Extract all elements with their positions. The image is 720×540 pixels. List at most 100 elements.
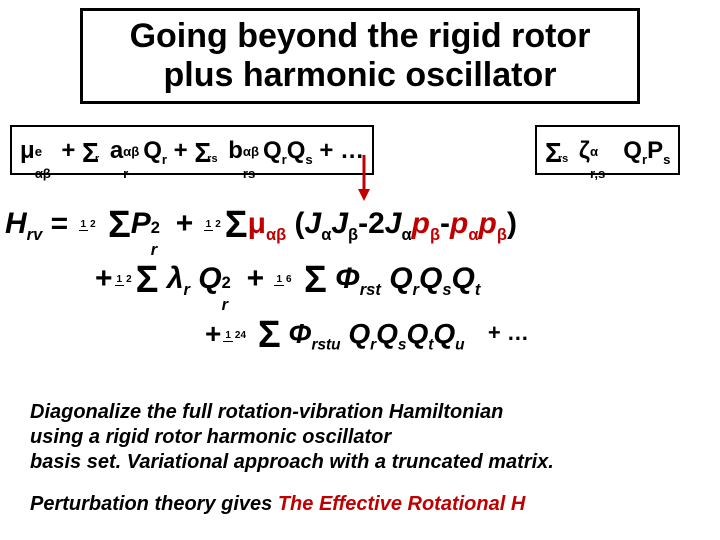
Qr: Q bbox=[198, 262, 221, 295]
d: 24 bbox=[233, 330, 248, 341]
description-2: Perturbation theory gives The Effective … bbox=[30, 492, 525, 517]
sigma-lambda: Σ bbox=[136, 259, 159, 301]
n: 1 bbox=[204, 219, 214, 231]
title-box: Going beyond the rigid rotor plus harmon… bbox=[80, 8, 640, 104]
frac-half-3: 12 bbox=[115, 275, 134, 285]
phi3-sub: rst bbox=[360, 281, 381, 299]
phi3: Φ bbox=[335, 262, 360, 295]
frac-half-1: 12 bbox=[79, 220, 98, 230]
mu-sub: αβ bbox=[35, 166, 51, 181]
sum-sub-1: r bbox=[95, 153, 99, 165]
H-sub: rv bbox=[27, 226, 43, 244]
description-1: Diagonalize the full rotation-vibration … bbox=[30, 400, 710, 475]
desc1-l1: Diagonalize the full rotation-vibration … bbox=[30, 401, 503, 423]
pa: p bbox=[450, 207, 468, 240]
a-sup: αβ bbox=[123, 144, 139, 159]
Q3a: Q bbox=[389, 262, 412, 295]
desc1-l3: basis set. Variational approach with a t… bbox=[30, 451, 554, 473]
P-sym: P bbox=[131, 207, 151, 240]
hamiltonian-equation: Hrv = 12 ΣP2r + 12Σμαβ (JαJβ-2Jαpβ-pαpβ)… bbox=[5, 200, 715, 365]
Q3c-sub: t bbox=[475, 281, 481, 299]
Jb-sub: β bbox=[348, 226, 358, 244]
eq-line-2: +12Σ λr Q2r + 16 Σ Φrst QrQsQt bbox=[5, 255, 715, 300]
P-sub: r bbox=[151, 241, 157, 260]
Q3b: Q bbox=[419, 262, 442, 295]
pb-sub: β bbox=[430, 226, 440, 244]
Q4a: Q bbox=[348, 318, 370, 349]
sigma-mu: Σ bbox=[225, 204, 248, 246]
Q4d-sub: u bbox=[455, 337, 464, 354]
zeta-Q: Q bbox=[623, 137, 642, 164]
Q1: Q bbox=[143, 137, 162, 164]
Q2b: Q bbox=[287, 137, 306, 164]
eq-line-1: Hrv = 12 ΣP2r + 12Σμαβ (JαJβ-2Jαpβ-pαpβ) bbox=[5, 200, 715, 245]
d: 6 bbox=[284, 274, 294, 285]
lambda: λ bbox=[167, 262, 184, 295]
pb: p bbox=[412, 207, 430, 240]
n: 1 bbox=[115, 274, 125, 286]
mu-red: μ bbox=[248, 207, 266, 240]
Jap: J bbox=[385, 207, 402, 240]
frac-sixth: 16 bbox=[274, 275, 293, 285]
n: 1 bbox=[223, 330, 233, 342]
frac-24: 124 bbox=[223, 331, 248, 341]
mu-red-sub: αβ bbox=[266, 226, 286, 244]
sum-sub-2: rs bbox=[207, 153, 217, 165]
Q3c: Q bbox=[452, 262, 475, 295]
Qr-sub: r bbox=[222, 296, 228, 315]
zeta-P: P bbox=[647, 137, 663, 164]
desc1-l2: using a rigid rotor harmonic oscillator bbox=[30, 426, 391, 448]
Q4b: Q bbox=[376, 318, 398, 349]
desc2-pre: Perturbation theory gives bbox=[30, 493, 278, 515]
Q4c: Q bbox=[406, 318, 428, 349]
b-sup: αβ bbox=[243, 144, 259, 159]
n: 1 bbox=[274, 274, 284, 286]
d: 2 bbox=[213, 219, 223, 230]
coriolis-box: Σrs ζαr,s QrPs bbox=[535, 125, 680, 175]
d: 2 bbox=[88, 219, 98, 230]
frac-half-2: 12 bbox=[204, 220, 223, 230]
mu-sup: e bbox=[35, 144, 42, 159]
Jap-sub: α bbox=[401, 226, 411, 244]
title-line-2: plus harmonic oscillator bbox=[93, 56, 627, 95]
sigma-P: Σ bbox=[108, 204, 131, 246]
pa-sub: α bbox=[468, 226, 478, 244]
lambda-sub: r bbox=[184, 281, 190, 299]
a-coef: a bbox=[110, 137, 123, 164]
eq-sign: = bbox=[51, 207, 69, 240]
sigma-phi4: Σ bbox=[258, 314, 281, 356]
H-sym: H bbox=[5, 207, 27, 240]
Q2b-sub: s bbox=[305, 152, 312, 167]
zeta-P-sub: s bbox=[663, 152, 670, 167]
Ja-sub: α bbox=[321, 226, 331, 244]
trailing-dots: + … bbox=[488, 320, 529, 345]
d: 2 bbox=[124, 274, 134, 285]
b-coef: b bbox=[228, 137, 243, 164]
mu-symbol: μ bbox=[20, 137, 35, 164]
sigma-phi3: Σ bbox=[304, 259, 327, 301]
zeta-sub: r,s bbox=[590, 166, 605, 181]
title-line-1: Going beyond the rigid rotor bbox=[93, 17, 627, 56]
Q4d: Q bbox=[433, 318, 455, 349]
Qr-sup: 2 bbox=[222, 274, 231, 293]
Jb: J bbox=[331, 207, 348, 240]
zeta-sup: α bbox=[590, 144, 598, 159]
arrow-mu bbox=[352, 153, 376, 201]
phi4-sub: rstu bbox=[311, 337, 340, 354]
Q1-sub: r bbox=[162, 152, 167, 167]
Ja: J bbox=[305, 207, 322, 240]
pb2-sub: β bbox=[497, 226, 507, 244]
P-sup: 2 bbox=[151, 219, 160, 238]
phi4: Φ bbox=[288, 318, 311, 349]
desc2-red: The Effective Rotational H bbox=[278, 493, 525, 515]
a-sub: r bbox=[123, 166, 128, 181]
eq-line-3: +124 Σ Φrstu QrQsQtQu + … bbox=[5, 310, 715, 355]
Q2a: Q bbox=[263, 137, 282, 164]
pb2: p bbox=[479, 207, 497, 240]
zeta-sum-sub: rs bbox=[558, 153, 568, 165]
Q3b-sub: s bbox=[442, 281, 451, 299]
n: 1 bbox=[79, 219, 89, 231]
zeta-sym: ζ bbox=[579, 137, 590, 164]
mu-expansion-box: μeαβ + Σr aαβr Qr + Σrs bαβrs QrQs + … bbox=[10, 125, 374, 175]
b-sub: rs bbox=[243, 166, 255, 181]
